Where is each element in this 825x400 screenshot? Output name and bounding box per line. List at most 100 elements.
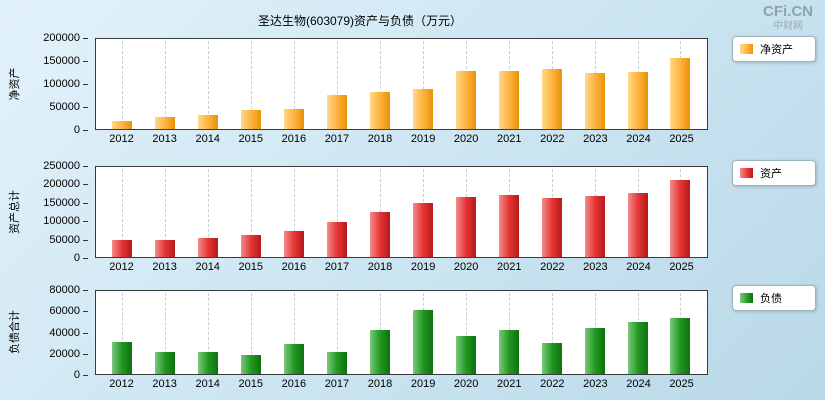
- net-assets-x-axis-labels: 2012 2013 2014 2015 2016 2017 2018 2019 2020 2021…: [95, 133, 708, 145]
- x-tick-label: 2014: [195, 378, 220, 390]
- bar-slot: [101, 291, 144, 374]
- x-tick-label: 2015: [238, 261, 264, 273]
- bar-2014: [198, 114, 219, 129]
- bar-slot: [401, 167, 444, 257]
- bar-2012: [112, 341, 133, 374]
- y-tick-label: 200000: [43, 178, 88, 191]
- bar-slot: [616, 39, 659, 129]
- bar-2020: [455, 196, 476, 257]
- y-tick-label: 150000: [43, 196, 88, 209]
- legend-label-net-assets: 净资产: [760, 44, 793, 56]
- gridline: [379, 41, 381, 129]
- gridline: [465, 293, 467, 374]
- x-tick-label: 2023: [583, 378, 608, 390]
- bar-slot: [359, 167, 402, 257]
- net-assets-y-axis-ticks: 0 50000 100000 150000 200000: [0, 32, 89, 136]
- bar-slot: [230, 39, 273, 129]
- bar-slot: [144, 291, 187, 374]
- bar-2016: [284, 108, 305, 129]
- y-tick-label: 50000: [49, 101, 88, 113]
- bar-slot: [144, 39, 187, 129]
- legend-swatch-net-assets: [740, 44, 753, 54]
- bar-slot: [316, 291, 359, 374]
- y-tick-label: 60000: [49, 305, 88, 318]
- bar-2015: [241, 355, 262, 374]
- x-tick-label: 2020: [453, 133, 479, 145]
- x-tick-label: 2013: [152, 378, 177, 390]
- x-tick-label: 2013: [152, 261, 177, 273]
- bar-2024: [627, 192, 648, 257]
- bar-slot: [573, 167, 616, 257]
- bar-2017: [327, 95, 348, 129]
- bar-2015: [241, 109, 262, 129]
- x-tick-label: 2019: [410, 378, 436, 390]
- bar-2025: [670, 58, 691, 129]
- bar-slot: [187, 167, 230, 257]
- bar-2017: [327, 352, 348, 374]
- total-assets-plot-area: [95, 166, 708, 258]
- bar-slot: [401, 39, 444, 129]
- bar-2019: [412, 88, 433, 129]
- y-tick-label: 100000: [43, 78, 88, 90]
- legend-label-liabilities: 负债: [760, 293, 782, 305]
- bar-slot: [530, 167, 573, 257]
- x-tick-label: 2021: [497, 133, 522, 145]
- y-tick-label: 100000: [43, 215, 88, 228]
- gridline: [294, 293, 296, 374]
- bar-2021: [498, 195, 519, 257]
- liabilities-plot-area: [95, 290, 708, 375]
- bar-2023: [584, 328, 605, 374]
- bar-2019: [412, 309, 433, 374]
- gridline: [122, 41, 124, 129]
- bar-2019: [412, 203, 433, 257]
- x-tick-label: 2022: [540, 378, 565, 390]
- bar-slot: [659, 291, 702, 374]
- bar-slot: [444, 167, 487, 257]
- bar-slot: [659, 39, 702, 129]
- x-tick-label: 2013: [152, 133, 177, 145]
- bar-slot: [101, 167, 144, 257]
- gridline: [251, 293, 253, 374]
- y-tick-label: 50000: [49, 233, 88, 246]
- legend-swatch-assets: [740, 168, 753, 178]
- bar-slot: [359, 39, 402, 129]
- x-tick-label: 2016: [281, 378, 307, 390]
- y-tick-label: 250000: [43, 160, 88, 172]
- bar-slot: [487, 291, 530, 374]
- bar-2018: [369, 92, 390, 129]
- bar-slot: [273, 167, 316, 257]
- x-tick-label: 2012: [109, 133, 134, 145]
- bar-2012: [112, 120, 133, 129]
- x-tick-label: 2025: [669, 133, 694, 145]
- x-tick-label: 2023: [583, 133, 608, 145]
- x-tick-label: 2016: [281, 133, 307, 145]
- gridline: [208, 169, 210, 257]
- gridline: [122, 169, 124, 257]
- net-assets-plot-area: [95, 38, 708, 130]
- bar-slot: [101, 39, 144, 129]
- bar-2016: [284, 231, 305, 257]
- gridline: [294, 169, 296, 257]
- y-tick-label: 0: [73, 252, 89, 264]
- legend-assets: 资产: [732, 160, 816, 186]
- x-tick-label: 2024: [626, 378, 651, 390]
- bar-slot: [530, 39, 573, 129]
- bar-2013: [155, 239, 176, 257]
- bar-2024: [627, 322, 648, 374]
- bar-slot: [659, 167, 702, 257]
- legend-label-assets: 资产: [760, 168, 782, 180]
- total-assets-x-axis-labels: 2012 2013 2014 2015 2016 2017 2018 2019 2020 2021…: [95, 261, 708, 273]
- x-tick-label: 2024: [626, 133, 651, 145]
- bar-slot: [187, 39, 230, 129]
- bar-slot: [273, 291, 316, 374]
- gridline: [551, 293, 553, 374]
- bar-2016: [284, 343, 305, 374]
- x-tick-label: 2019: [410, 133, 436, 145]
- liabilities-y-axis-ticks: 0 20000 40000 60000 80000: [0, 284, 89, 381]
- bar-2013: [155, 116, 176, 129]
- y-tick-label: 80000: [49, 284, 88, 296]
- bar-slot: [444, 39, 487, 129]
- gridline: [337, 41, 339, 129]
- bar-slot: [487, 39, 530, 129]
